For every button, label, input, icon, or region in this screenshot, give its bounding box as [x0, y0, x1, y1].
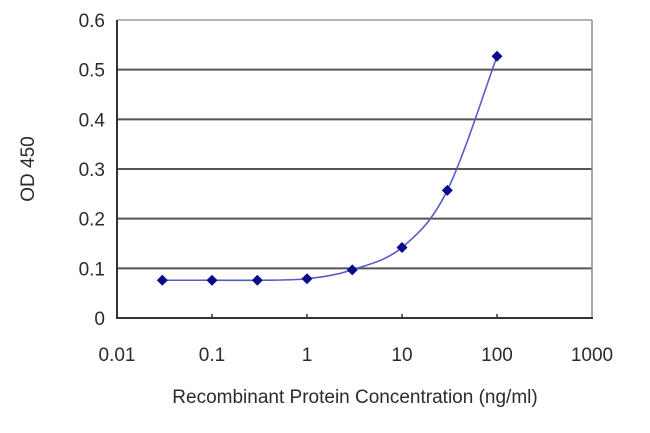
- fitted-curve: [162, 55, 498, 282]
- y-tick-label: 0.3: [79, 160, 105, 181]
- y-tick-label: 0.5: [79, 61, 105, 82]
- x-axis-title: Recombinant Protein Concentration (ng/ml…: [172, 387, 537, 408]
- data-point-marker: [301, 273, 313, 285]
- data-point-marker: [156, 274, 168, 286]
- y-tick-label: 0.4: [79, 110, 106, 131]
- x-tick-label: 1000: [571, 345, 613, 366]
- y-tick-label: 0.2: [79, 210, 105, 231]
- data-point-marker: [206, 274, 218, 286]
- data-point-marker: [441, 184, 453, 196]
- x-tick-label: 0.01: [99, 345, 136, 366]
- y-axis-title: OD 450: [18, 136, 39, 201]
- x-tick-label: 10: [391, 345, 412, 366]
- y-axis-ticks: 0 0.1 0.2 0.3 0.4 0.5 0.6: [79, 11, 106, 330]
- gridlines: [117, 68, 592, 270]
- x-tick-label: 1: [302, 345, 313, 366]
- data-point-marker: [251, 274, 263, 286]
- data-points: [156, 50, 503, 286]
- data-point-marker: [396, 241, 408, 253]
- x-axis-ticks: 0.01 0.1 1 10 100 1000: [99, 314, 613, 366]
- x-tick-label: 0.1: [199, 345, 225, 366]
- plot-frame: [116, 19, 593, 319]
- y-tick-label: 0: [94, 309, 105, 330]
- y-tick-label: 0.1: [79, 259, 105, 280]
- data-point-marker: [491, 50, 503, 62]
- data-point-marker: [346, 264, 358, 276]
- x-tick-label: 100: [481, 345, 513, 366]
- y-tick-label: 0.6: [79, 11, 105, 32]
